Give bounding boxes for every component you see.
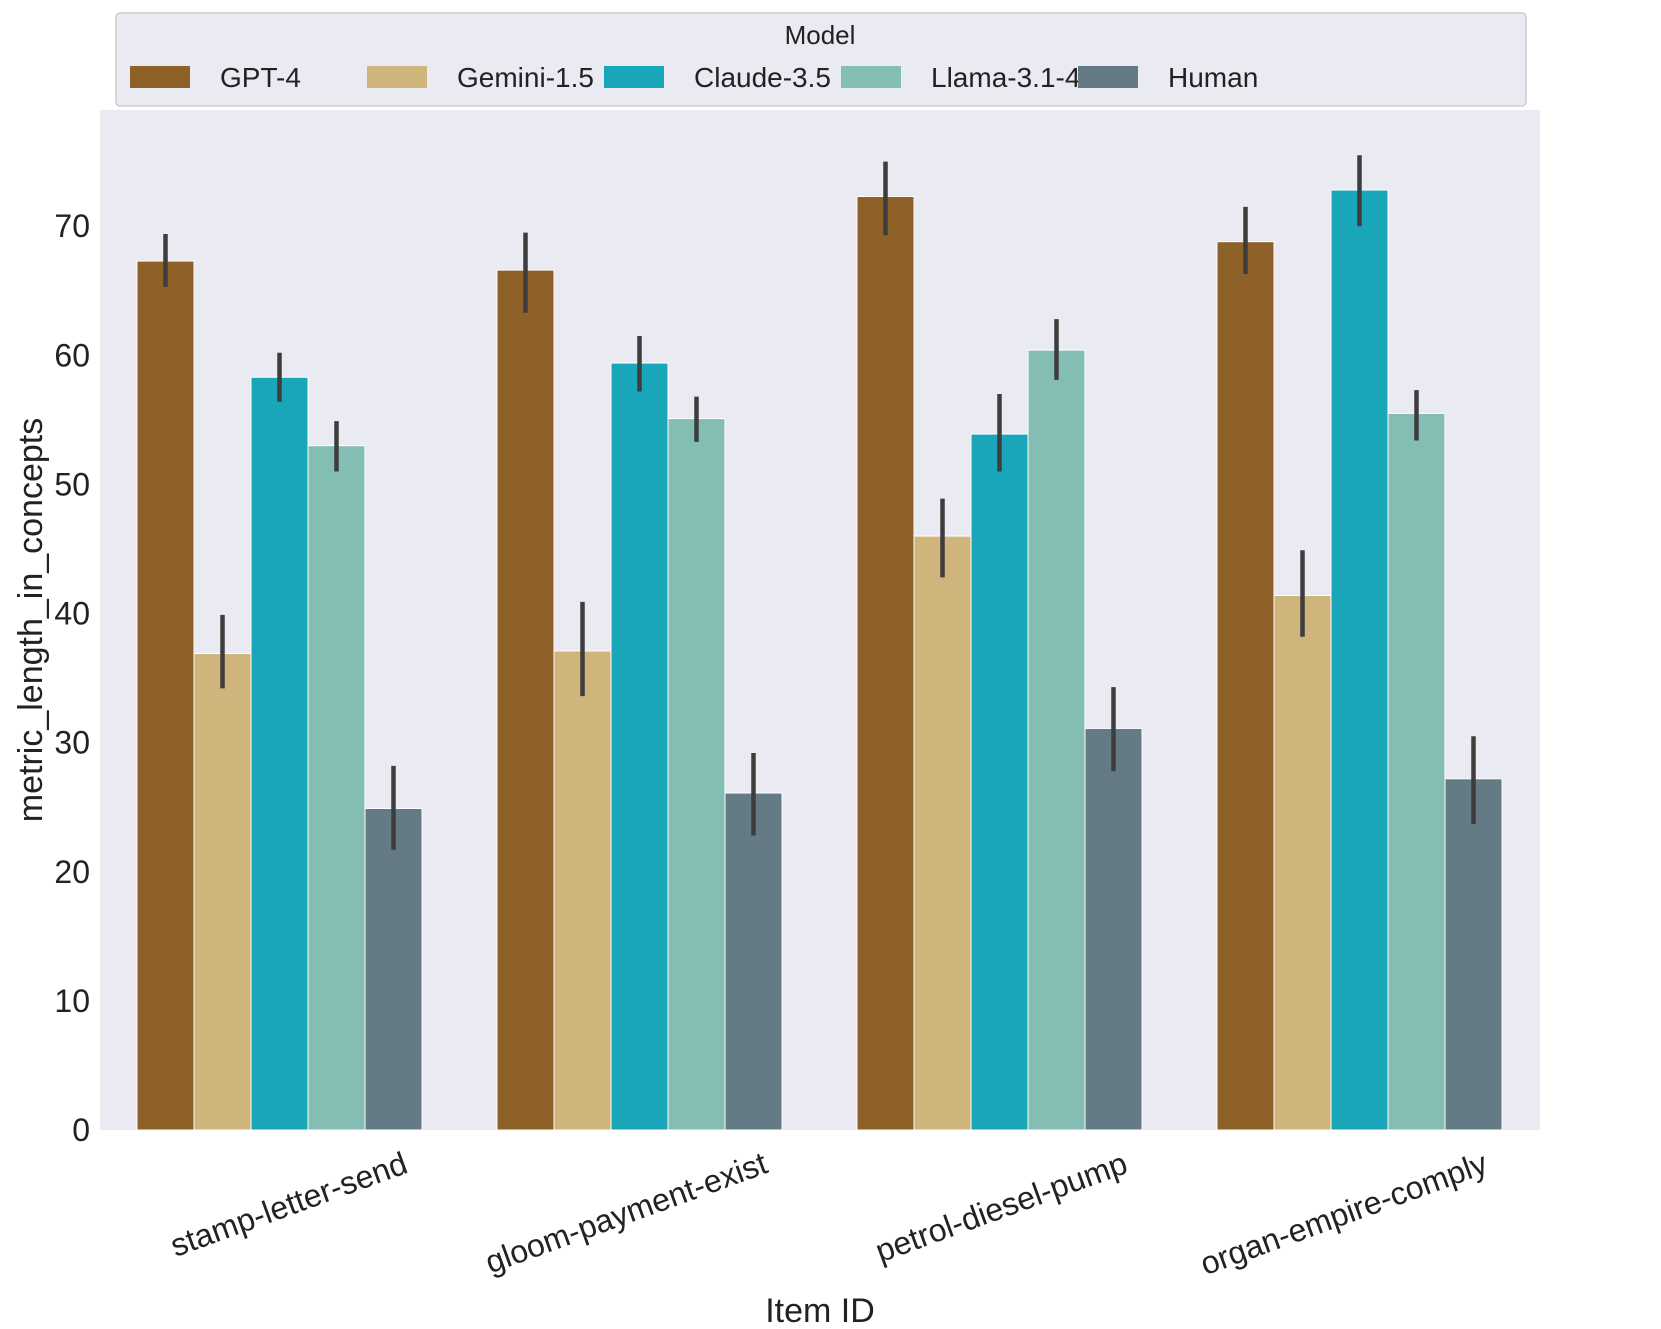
legend-swatch-llama-3-1-405b	[841, 66, 901, 88]
legend: Model GPT-4 Gemini-1.5 Claude-3.5 Llama-3.1…	[115, 12, 1527, 107]
bar-llama-3-1-405b-gloom-payment-exist	[667, 418, 726, 1131]
legend-swatch-human	[1078, 66, 1138, 88]
legend-swatch-gpt-4	[130, 66, 190, 88]
bar-llama-3-1-405b-petrol-diesel-pump	[1027, 349, 1086, 1131]
bar-gemini-1-5-stamp-letter-send	[193, 653, 252, 1131]
bar-gemini-1-5-gloom-payment-exist	[553, 650, 612, 1131]
x-tick-label-gloom-payment-exist: gloom-payment-exist	[480, 1145, 772, 1280]
legend-items: GPT-4 Gemini-1.5 Claude-3.5 Llama-3.1-405B H…	[130, 62, 1258, 93]
x-tick-label-organ-empire-comply: organ-empire-comply	[1195, 1145, 1491, 1282]
legend-label-claude-3-5: Claude-3.5	[694, 62, 831, 93]
x-tick-label-stamp-letter-send: stamp-letter-send	[166, 1145, 412, 1264]
y-tick-label-10: 10	[54, 983, 90, 1019]
bar-claude-3-5-petrol-diesel-pump	[970, 433, 1029, 1131]
bar-human-petrol-diesel-pump	[1084, 727, 1143, 1131]
bar-gpt-4-petrol-diesel-pump	[856, 196, 915, 1131]
legend-swatch-gemini-1-5	[367, 66, 427, 88]
y-tick-label-40: 40	[54, 596, 90, 632]
bar-claude-3-5-gloom-payment-exist	[610, 362, 669, 1131]
legend-title: Model	[785, 20, 856, 50]
x-tick-label-petrol-diesel-pump: petrol-diesel-pump	[871, 1145, 1132, 1269]
bar-gpt-4-stamp-letter-send	[136, 260, 195, 1131]
bar-gpt-4-organ-empire-comply	[1216, 241, 1275, 1131]
y-axis-title: metric_length_in_concepts	[12, 418, 50, 822]
legend-swatch-claude-3-5	[604, 66, 664, 88]
y-tick-label-70: 70	[54, 208, 90, 244]
x-axis-ticks: stamp-letter-send gloom-payment-exist petr…	[166, 1145, 1492, 1282]
errorbars-layer	[163, 155, 1476, 850]
bar-gpt-4-gloom-payment-exist	[496, 269, 555, 1131]
y-tick-label-50: 50	[54, 466, 90, 502]
bar-human-gloom-payment-exist	[724, 792, 783, 1131]
y-tick-label-60: 60	[54, 337, 90, 373]
y-tick-label-20: 20	[54, 854, 90, 890]
bar-human-organ-empire-comply	[1444, 778, 1503, 1131]
y-axis-ticks: 0 10 20 30 40 50 60 70	[54, 208, 90, 1148]
y-tick-label-0: 0	[72, 1112, 90, 1148]
legend-label-gpt-4: GPT-4	[220, 62, 301, 93]
y-tick-label-30: 30	[54, 725, 90, 761]
bar-claude-3-5-organ-empire-comply	[1330, 189, 1389, 1131]
bar-gemini-1-5-petrol-diesel-pump	[913, 535, 972, 1131]
legend-frame	[115, 12, 1527, 107]
bars-layer	[136, 189, 1503, 1131]
bar-human-stamp-letter-send	[364, 808, 423, 1131]
legend-label-gemini-1-5: Gemini-1.5	[457, 62, 594, 93]
x-axis-title: Item ID	[765, 1292, 875, 1329]
bar-gemini-1-5-organ-empire-comply	[1273, 594, 1332, 1131]
legend-label-human: Human	[1168, 62, 1258, 93]
bar-llama-3-1-405b-stamp-letter-send	[307, 445, 366, 1131]
bar-llama-3-1-405b-organ-empire-comply	[1387, 412, 1446, 1131]
bar-claude-3-5-stamp-letter-send	[250, 376, 309, 1131]
